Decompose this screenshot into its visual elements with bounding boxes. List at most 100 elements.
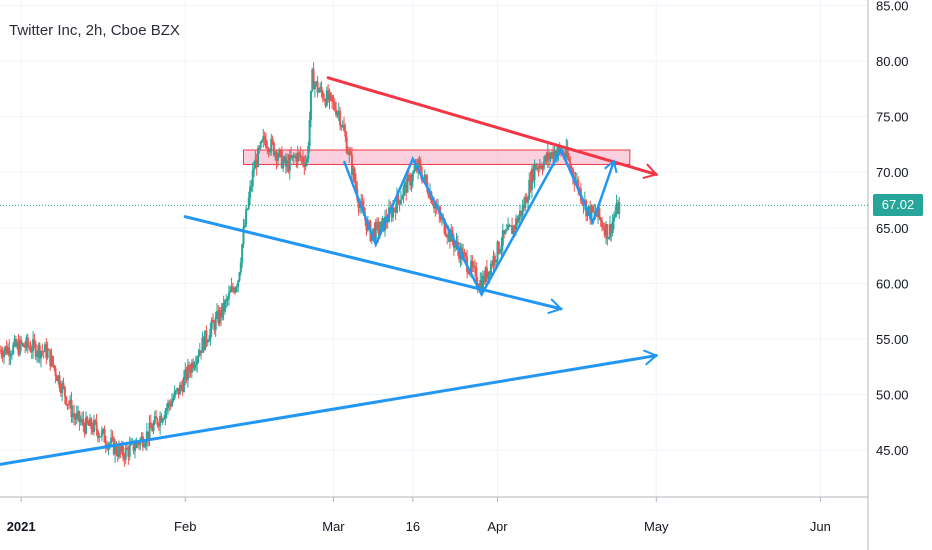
- candle-body: [225, 299, 228, 301]
- x-tick-label: Feb: [174, 519, 196, 534]
- candle-body: [411, 172, 414, 182]
- candle-body: [274, 151, 277, 156]
- candle-body: [190, 362, 193, 373]
- candle-body: [324, 100, 327, 106]
- candle-body: [321, 92, 324, 100]
- candle-body: [544, 155, 547, 162]
- candle-body: [181, 386, 184, 392]
- candle-body: [509, 225, 512, 227]
- candle-body: [287, 160, 290, 172]
- candle-body: [294, 155, 297, 157]
- candle-body: [242, 227, 245, 245]
- candle-body: [5, 346, 8, 354]
- candle-body: [528, 179, 531, 200]
- candle-body: [319, 86, 322, 91]
- x-tick-label: 2021: [7, 519, 36, 534]
- candle-body: [569, 160, 572, 168]
- candle-body: [75, 413, 78, 420]
- candle-body: [489, 263, 492, 275]
- candle-body: [9, 354, 12, 357]
- candle-body: [577, 179, 580, 191]
- candle-body: [323, 99, 326, 101]
- candle-body: [532, 168, 535, 181]
- candle-body: [606, 224, 609, 240]
- candle-body: [279, 149, 282, 151]
- candle-body: [346, 152, 349, 155]
- candle-body: [214, 316, 217, 331]
- candle-body: [431, 202, 434, 205]
- candle-body: [38, 345, 41, 359]
- candle-body: [46, 349, 49, 358]
- candle-body: [464, 253, 467, 257]
- candle-body: [17, 342, 20, 355]
- candle-body: [103, 428, 106, 443]
- candle-body: [63, 386, 66, 397]
- candle-body: [340, 125, 343, 127]
- candle-body: [193, 365, 196, 369]
- candle-body: [74, 417, 77, 420]
- candle-body: [357, 199, 360, 208]
- candle-body: [217, 311, 220, 324]
- candle-body: [443, 218, 446, 234]
- candle-body: [82, 418, 85, 426]
- candle-body: [34, 343, 37, 357]
- zigzag-pattern: [342, 147, 616, 298]
- candle-body: [316, 81, 319, 93]
- candle-body: [529, 179, 532, 190]
- support-trendline-arrowhead: [547, 298, 563, 315]
- candle-body: [471, 260, 474, 268]
- candle-body: [164, 410, 167, 418]
- candle-body: [180, 384, 183, 387]
- candle-body: [178, 384, 181, 395]
- candle-body: [566, 146, 569, 158]
- candle-body: [58, 375, 61, 388]
- candle-body: [33, 339, 36, 344]
- candle-body: [402, 187, 405, 197]
- candle-body: [104, 442, 107, 446]
- y-tick-label: 55.00: [876, 332, 909, 347]
- candle-body: [271, 138, 274, 143]
- candle-body: [83, 425, 86, 434]
- candle-body: [413, 170, 416, 173]
- candle-body: [439, 214, 442, 220]
- candle-body: [262, 136, 265, 141]
- resistance-trendline-arrowhead: [642, 163, 659, 180]
- candle-body: [264, 139, 267, 148]
- candle-body: [78, 411, 81, 423]
- candle-body: [132, 440, 135, 452]
- candle-body: [546, 152, 549, 161]
- candle-body: [111, 437, 114, 439]
- candle-body: [51, 355, 54, 366]
- candle-body: [77, 411, 80, 414]
- candle-body: [196, 357, 199, 365]
- candle-body: [540, 165, 543, 169]
- candle-body: [487, 271, 490, 279]
- candle-body: [14, 338, 17, 347]
- candle-body: [16, 342, 19, 347]
- candle-body: [85, 417, 88, 434]
- candle-body: [520, 210, 523, 216]
- candle-body: [100, 430, 103, 437]
- candle-body: [57, 375, 60, 382]
- candle-body: [210, 319, 213, 329]
- candle-body: [173, 391, 176, 399]
- candle-body: [202, 337, 205, 351]
- candle-body: [558, 146, 561, 150]
- candle-body: [565, 146, 568, 157]
- candle-body: [91, 428, 94, 432]
- candle-body: [255, 159, 258, 167]
- candle-body: [358, 205, 361, 208]
- candle-body: [350, 155, 353, 176]
- candle-body: [126, 447, 129, 450]
- candle-body: [475, 267, 478, 284]
- candle-body: [8, 347, 11, 357]
- candle-body: [118, 446, 121, 457]
- candle-body: [128, 444, 131, 457]
- candle-body: [160, 416, 163, 423]
- candle-body: [614, 213, 617, 217]
- candle-body: [393, 207, 396, 209]
- candle-body: [41, 351, 44, 353]
- candle-body: [62, 383, 65, 387]
- candle-body: [49, 349, 52, 367]
